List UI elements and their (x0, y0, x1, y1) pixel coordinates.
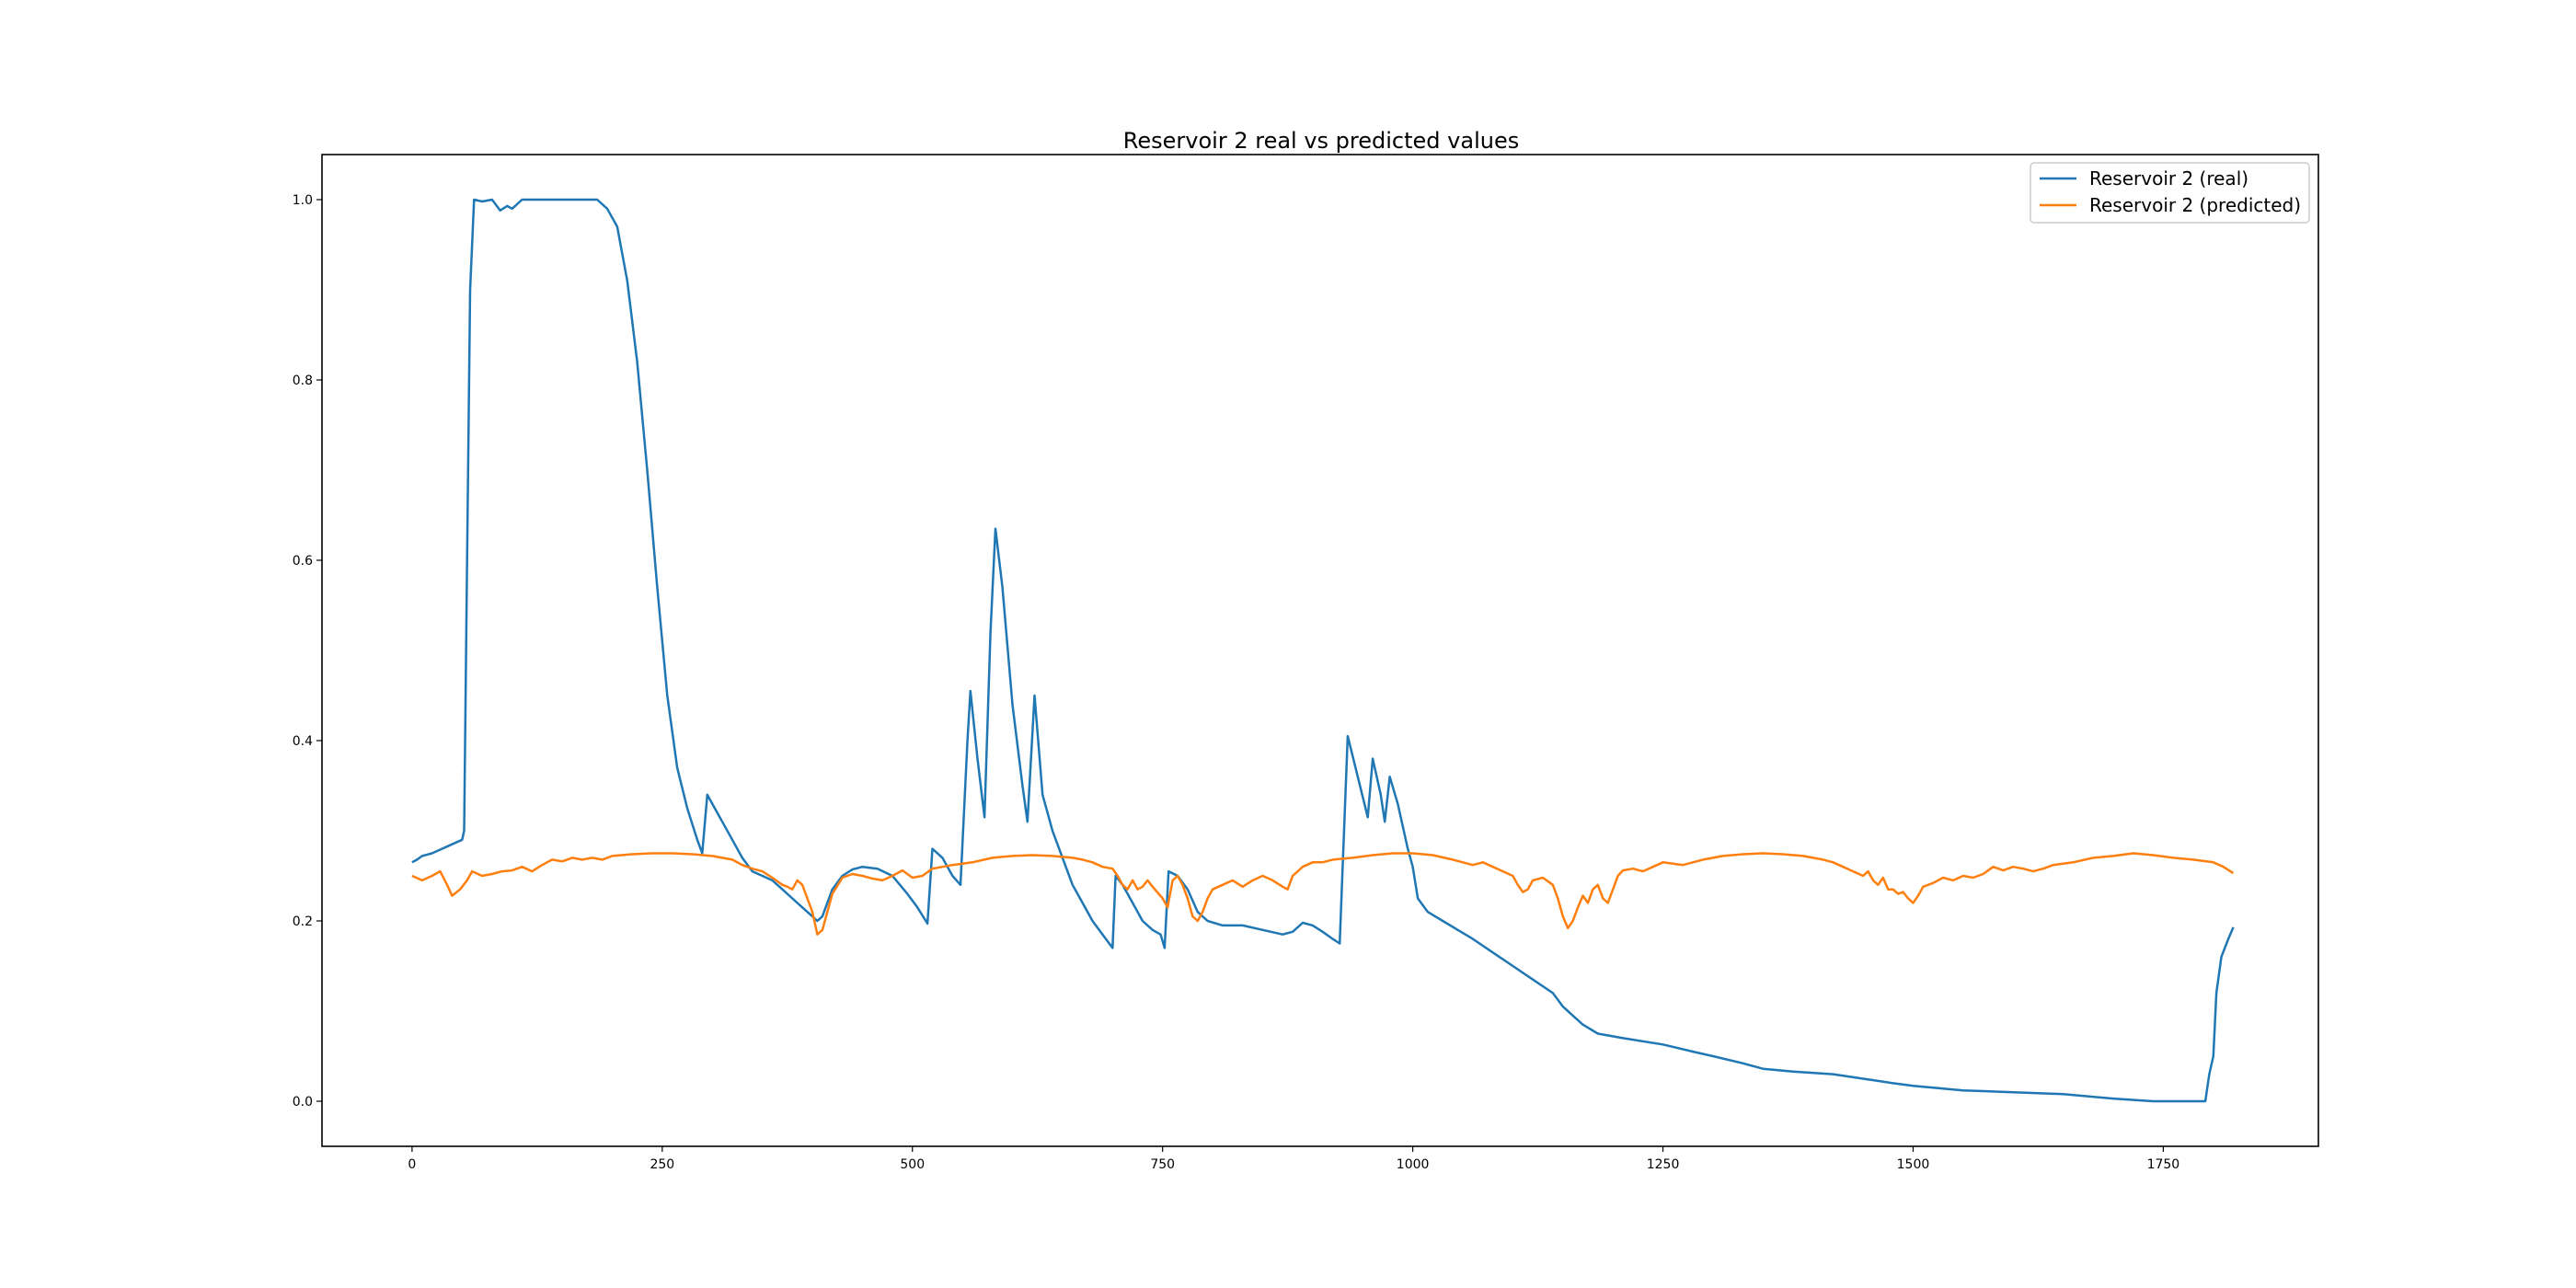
x-tick-label: 0 (408, 1157, 416, 1172)
series-line-predicted (411, 852, 2235, 936)
chart-title: Reservoir 2 real vs predicted values (1123, 128, 1519, 154)
y-tick-label: 0.0 (293, 1095, 313, 1110)
x-tick-label: 500 (900, 1157, 925, 1172)
x-tick-label: 1250 (1647, 1157, 1680, 1172)
y-tick-label: 0.8 (293, 374, 313, 388)
series-line-real (411, 198, 2235, 1103)
legend-label-predicted: Reservoir 2 (predicted) (2089, 194, 2301, 216)
legend: Reservoir 2 (real) Reservoir 2 (predicte… (2030, 162, 2310, 224)
legend-label-real: Reservoir 2 (real) (2089, 167, 2248, 190)
x-tick-label: 250 (650, 1157, 674, 1172)
x-tick-label: 1750 (2147, 1157, 2180, 1172)
y-tick-label: 0.6 (293, 554, 313, 569)
x-tick-label: 1000 (1397, 1157, 1430, 1172)
y-tick-label: 0.4 (293, 734, 313, 749)
y-tick-label: 1.0 (293, 193, 313, 208)
x-tick-label: 1500 (1897, 1157, 1930, 1172)
x-axis: 0 250 500 750 1000 1250 1500 1750 (408, 1146, 2179, 1172)
legend-box (2030, 162, 2310, 224)
plot-area-frame (321, 154, 2319, 1147)
y-tick-label: 0.2 (293, 914, 313, 929)
series-layer (411, 198, 2235, 1103)
y-axis: 0.0 0.2 0.4 0.6 0.8 1.0 (293, 193, 322, 1110)
x-tick-label: 750 (1150, 1157, 1175, 1172)
